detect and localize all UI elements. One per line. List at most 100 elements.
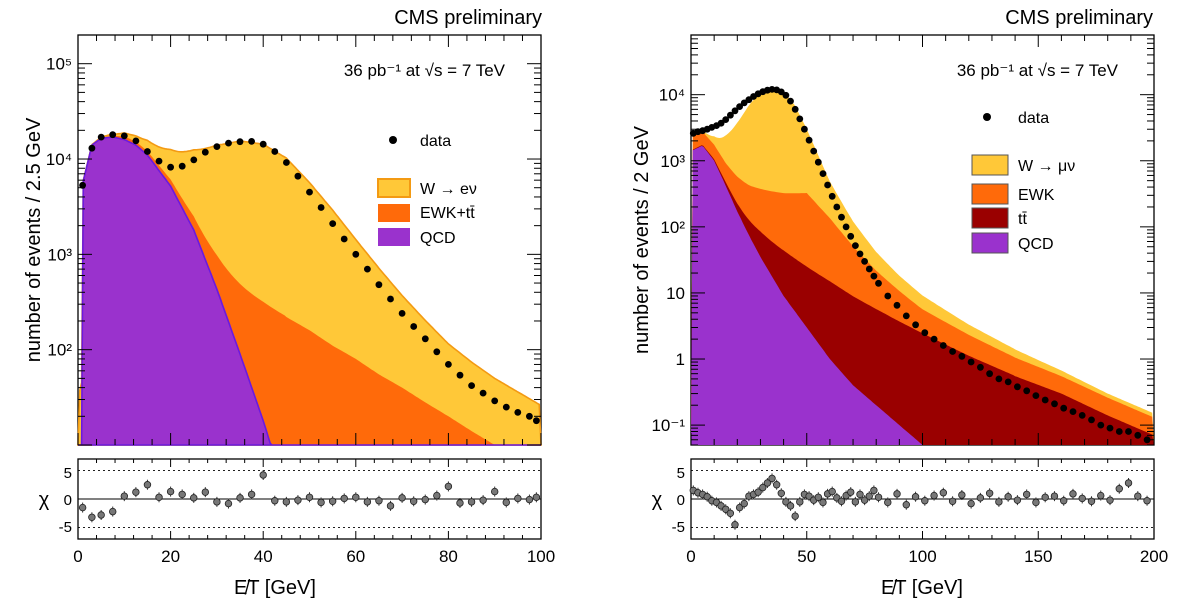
data-point	[502, 403, 510, 411]
pull-point	[328, 497, 337, 505]
legend-label-data: data	[1018, 110, 1049, 127]
data-point	[456, 371, 464, 379]
x-tick-label: 50	[797, 547, 816, 566]
pull-point	[97, 511, 105, 519]
left-pull-points	[78, 470, 541, 528]
pull-point	[88, 513, 96, 521]
pull-point	[874, 493, 883, 501]
legend-label-data: data	[420, 133, 451, 150]
legend-swatch-ewk	[378, 204, 410, 222]
pull-point	[294, 496, 302, 504]
pull-point	[731, 521, 739, 529]
left-y-axis-label: number of events / 2.5 GeV	[23, 117, 45, 362]
right-annotation: 36 pb⁻¹ at √s = 7 TeV	[957, 61, 1119, 80]
data-point	[533, 417, 540, 425]
data-point	[930, 335, 938, 343]
x-tick-label: 0	[73, 547, 82, 566]
pull-point	[109, 507, 117, 516]
data-point	[178, 162, 186, 170]
data-point	[1078, 412, 1086, 419]
data-point	[1051, 400, 1058, 408]
data-point	[213, 143, 221, 151]
pull-point	[884, 498, 892, 507]
left-annotation: 36 pb⁻¹ at √s = 7 TeV	[344, 61, 506, 80]
data-point	[912, 321, 919, 329]
data-point	[398, 310, 406, 317]
data-point	[939, 342, 947, 349]
pull-point	[421, 495, 429, 504]
right-pull-y-label: χ	[652, 489, 663, 511]
pull-point	[948, 497, 957, 505]
pull-point	[772, 481, 781, 489]
pull-point	[1032, 498, 1040, 507]
data-point	[190, 156, 198, 164]
pull-point	[796, 498, 804, 506]
pull-point	[155, 493, 163, 501]
data-point	[491, 397, 499, 405]
data-point	[796, 115, 804, 123]
left-data-points	[79, 131, 540, 425]
data-point	[736, 103, 743, 110]
data-point	[958, 352, 966, 360]
pull-point	[782, 498, 790, 506]
pull-point	[976, 494, 985, 502]
pull-point	[735, 503, 744, 512]
pull-point	[740, 499, 748, 508]
right-header: CMS preliminary	[1005, 7, 1153, 29]
legend-label-qcd: QCD	[1018, 236, 1054, 253]
pull-point	[1143, 497, 1151, 505]
data-point	[364, 265, 371, 273]
pull-point	[786, 502, 795, 510]
pull-point	[433, 491, 441, 500]
pull-point	[317, 498, 325, 507]
y-tick-label: 10⁴	[46, 150, 72, 169]
pull-point	[479, 496, 487, 504]
pull-point	[847, 488, 855, 496]
data-point	[433, 348, 441, 356]
data-point	[468, 382, 475, 389]
left-pull-tick-5: 5	[64, 465, 72, 482]
pull-point	[143, 481, 152, 489]
pull-point	[1097, 491, 1105, 500]
pull-point	[340, 494, 348, 503]
legend-swatch-w	[377, 178, 411, 198]
pull-point	[525, 495, 534, 504]
data-point	[1023, 387, 1031, 395]
pull-point	[911, 493, 920, 501]
pull-point	[814, 493, 823, 501]
x-tick-label: 100	[908, 547, 936, 566]
pull-point	[201, 488, 210, 496]
pull-point	[995, 498, 1003, 506]
data-point	[97, 133, 105, 141]
pull-point	[456, 499, 464, 507]
x-tick-label: 200	[1140, 547, 1168, 566]
data-point	[1106, 424, 1114, 432]
pull-point	[939, 489, 948, 497]
data-point	[986, 370, 993, 378]
pull-point	[1115, 485, 1123, 493]
data-point	[838, 213, 845, 221]
pull-point	[865, 492, 873, 500]
pull-point	[120, 492, 128, 500]
pull-point	[1078, 494, 1086, 503]
data-point	[865, 265, 873, 273]
y-tick-label: 10²	[660, 218, 685, 237]
legend-label-qcd: QCD	[420, 230, 456, 247]
pull-point	[1050, 492, 1059, 500]
pull-point	[409, 497, 418, 505]
data-point	[995, 375, 1003, 383]
pull-point	[514, 494, 522, 503]
pull-point	[726, 509, 735, 517]
pull-point	[1060, 497, 1068, 505]
data-point	[410, 323, 418, 330]
pull-point	[271, 497, 279, 505]
data-point	[852, 242, 859, 250]
left-x-ticks: 0 20 40 60 80 100	[73, 35, 555, 566]
pull-point	[819, 498, 827, 507]
data-point	[144, 148, 151, 155]
pull-point	[1134, 492, 1142, 500]
right-data-points	[689, 86, 1151, 444]
left-panel: CMS preliminary 10² 10³ 10⁴ 10⁵ 0 20 40 60 80 10…	[23, 7, 555, 599]
pull-point	[236, 494, 244, 502]
